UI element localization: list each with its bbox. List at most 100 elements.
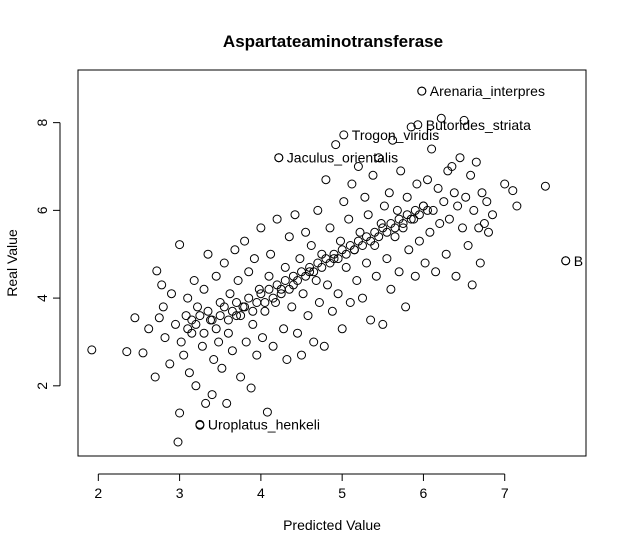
x-tick-label: 4 bbox=[257, 485, 265, 501]
data-point bbox=[176, 337, 186, 347]
data-point bbox=[276, 289, 286, 299]
annotation-label: Jaculus_orientalis bbox=[287, 150, 398, 166]
annotation-label: Arenaria_interpres bbox=[430, 83, 545, 99]
data-point bbox=[382, 227, 392, 237]
data-point bbox=[444, 214, 454, 224]
data-point bbox=[425, 227, 435, 237]
data-point bbox=[254, 284, 264, 294]
data-points bbox=[87, 86, 571, 447]
data-point bbox=[222, 398, 232, 408]
data-point bbox=[341, 262, 351, 272]
data-point bbox=[388, 135, 398, 145]
annotated-point bbox=[339, 130, 349, 140]
data-point bbox=[414, 210, 424, 220]
x-tick-label: 7 bbox=[501, 485, 509, 501]
data-point bbox=[249, 254, 259, 264]
data-point bbox=[401, 302, 411, 312]
data-point bbox=[327, 306, 337, 316]
data-point bbox=[256, 289, 266, 299]
y-tick-label: 8 bbox=[34, 119, 50, 127]
x-tick-label: 5 bbox=[338, 485, 346, 501]
x-tick-label: 3 bbox=[176, 485, 184, 501]
data-point bbox=[402, 192, 412, 202]
data-point bbox=[236, 311, 246, 321]
data-point bbox=[321, 175, 331, 185]
annotated-point bbox=[413, 120, 423, 130]
annotation-label: Uroplatus_henkeli bbox=[208, 416, 320, 432]
data-point bbox=[223, 315, 233, 325]
data-point bbox=[461, 192, 471, 202]
data-point bbox=[130, 313, 140, 323]
data-point bbox=[248, 306, 258, 316]
data-point bbox=[244, 293, 254, 303]
data-point bbox=[262, 407, 272, 417]
data-point bbox=[355, 227, 365, 237]
data-point bbox=[280, 262, 290, 272]
data-point bbox=[217, 363, 227, 373]
data-point bbox=[404, 245, 414, 255]
data-point bbox=[211, 271, 221, 281]
data-point bbox=[207, 390, 217, 400]
data-point bbox=[246, 383, 256, 393]
data-point bbox=[333, 289, 343, 299]
data-point bbox=[423, 175, 432, 185]
data-point bbox=[420, 258, 430, 268]
data-point bbox=[227, 346, 237, 356]
data-point bbox=[337, 324, 347, 334]
data-point bbox=[266, 249, 276, 259]
data-point bbox=[232, 298, 241, 307]
data-point bbox=[150, 372, 160, 382]
data-point bbox=[336, 236, 345, 246]
data-point bbox=[154, 313, 164, 323]
data-point bbox=[382, 254, 392, 264]
data-point bbox=[358, 241, 367, 250]
data-point bbox=[303, 311, 313, 321]
data-point bbox=[284, 284, 294, 294]
data-point bbox=[219, 258, 229, 268]
data-point bbox=[459, 115, 469, 125]
y-axis-label: Real Value bbox=[4, 229, 20, 297]
data-point bbox=[87, 345, 97, 355]
data-point bbox=[290, 210, 300, 220]
data-point bbox=[233, 276, 243, 285]
data-point bbox=[258, 333, 267, 343]
data-point bbox=[293, 328, 302, 338]
data-point bbox=[455, 153, 465, 163]
data-point bbox=[358, 293, 367, 303]
data-point bbox=[366, 315, 376, 325]
data-point bbox=[215, 311, 225, 321]
data-point bbox=[378, 319, 388, 329]
data-point bbox=[368, 170, 378, 180]
data-point bbox=[458, 223, 467, 233]
data-point bbox=[311, 276, 321, 285]
data-point bbox=[331, 140, 341, 150]
data-point bbox=[264, 284, 274, 294]
data-point bbox=[479, 219, 489, 228]
data-point bbox=[122, 347, 132, 357]
data-point bbox=[435, 219, 445, 228]
data-point bbox=[319, 341, 329, 351]
data-point bbox=[173, 437, 183, 447]
data-point bbox=[203, 306, 213, 316]
data-point bbox=[431, 267, 441, 277]
data-point bbox=[406, 122, 416, 132]
data-point bbox=[433, 183, 443, 193]
data-point bbox=[396, 166, 406, 176]
data-point bbox=[268, 341, 278, 351]
data-point bbox=[500, 179, 510, 189]
data-point bbox=[475, 258, 485, 268]
data-point bbox=[392, 205, 402, 215]
y-tick-label: 6 bbox=[34, 206, 50, 214]
data-point bbox=[252, 350, 262, 360]
data-point bbox=[463, 241, 473, 250]
data-point bbox=[540, 181, 550, 191]
annotation-label: Butorides_striata bbox=[426, 117, 531, 133]
data-point bbox=[451, 271, 461, 281]
data-point bbox=[366, 236, 376, 246]
data-point bbox=[191, 381, 201, 391]
annotated-point bbox=[417, 86, 427, 96]
data-point bbox=[449, 188, 459, 198]
data-point bbox=[160, 333, 170, 343]
annotation-label: Trogon_viridis bbox=[352, 127, 439, 143]
annotated-point bbox=[561, 256, 571, 266]
